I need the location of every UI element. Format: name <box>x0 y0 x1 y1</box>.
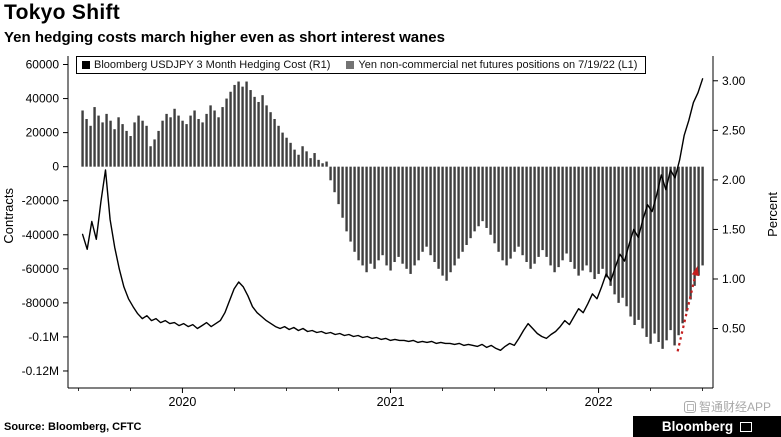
bloomberg-logo: Bloomberg <box>633 416 781 437</box>
source-note: Source: Bloomberg, CFTC <box>4 421 142 433</box>
chart-title: Tokyo Shift <box>4 1 121 24</box>
watermark-text: 智通财经APP <box>698 400 771 414</box>
bloomberg-logo-text: Bloomberg <box>661 419 734 434</box>
svg-text:-80000: -80000 <box>22 296 60 310</box>
svg-text:-20000: -20000 <box>22 194 60 208</box>
svg-text:1.00: 1.00 <box>722 272 746 286</box>
left-axis-title: Contracts <box>1 188 16 244</box>
legend-item-hedging-cost: Bloomberg USDJPY 3 Month Hedging Cost (R… <box>82 59 330 71</box>
legend-label: Yen non-commercial net futures positions… <box>358 59 638 71</box>
chart-subtitle: Yen hedging costs march higher even as s… <box>4 29 445 46</box>
legend-swatch <box>82 61 90 69</box>
legend: Bloomberg USDJPY 3 Month Hedging Cost (R… <box>76 56 647 74</box>
right-axis-title: Percent <box>765 192 780 237</box>
svg-text:20000: 20000 <box>26 126 60 140</box>
svg-text:2020: 2020 <box>169 395 197 409</box>
svg-text:-0.1M: -0.1M <box>28 330 59 344</box>
svg-text:3.00: 3.00 <box>722 74 746 88</box>
svg-text:-40000: -40000 <box>22 228 60 242</box>
svg-text:2.00: 2.00 <box>722 173 746 187</box>
svg-text:-60000: -60000 <box>22 262 60 276</box>
legend-swatch <box>346 61 355 69</box>
legend-item-net-positions: Yen non-commercial net futures positions… <box>346 59 637 71</box>
terminal-icon <box>740 421 753 432</box>
svg-text:-0.12M: -0.12M <box>22 364 59 378</box>
svg-text:2.50: 2.50 <box>722 123 746 137</box>
svg-text:0.50: 0.50 <box>722 322 746 336</box>
svg-text:60000: 60000 <box>26 58 60 72</box>
watermark-icon <box>683 400 696 413</box>
svg-text:2022: 2022 <box>585 395 613 409</box>
svg-text:0: 0 <box>52 160 59 174</box>
legend-label: Bloomberg USDJPY 3 Month Hedging Cost (R… <box>94 59 331 71</box>
svg-text:40000: 40000 <box>26 92 60 106</box>
svg-text:1.50: 1.50 <box>722 222 746 236</box>
watermark: 智通财经APP <box>683 398 771 415</box>
svg-text:2021: 2021 <box>377 395 405 409</box>
